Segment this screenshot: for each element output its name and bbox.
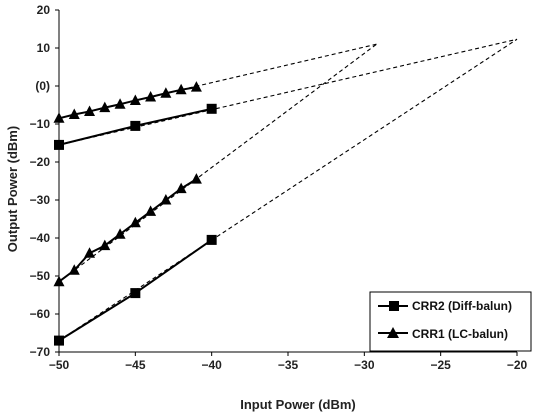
y-tick-label: 20 [37, 3, 51, 17]
extrapolation-line [58, 43, 377, 119]
y-tick-label: −30 [30, 193, 51, 207]
y-tick-label: −60 [30, 307, 51, 321]
data-point-triangle [145, 91, 157, 102]
legend-marker-triangle [387, 327, 399, 338]
data-point-square [130, 288, 141, 299]
x-axis-title: Input Power (dBm) [240, 397, 356, 412]
y-tick-label: 10 [37, 41, 51, 55]
data-point-triangle [84, 247, 96, 258]
data-point-triangle [160, 194, 172, 205]
x-tick-label: −30 [354, 358, 375, 372]
x-tick-label: −40 [201, 358, 222, 372]
data-point-square [206, 234, 217, 245]
data-point-triangle [84, 105, 96, 116]
legend-label-crr1: CRR1 (LC-balun) [412, 327, 508, 341]
tick-labels: −50 −45 −40 −35 −30 −25 −20 −70 −60 −50 −40 −30 −20 −… [30, 3, 528, 372]
series-line [58, 178, 197, 283]
y-tick-label: −50 [30, 269, 51, 283]
y-tick-label: (0) [35, 79, 50, 93]
data-point-square [206, 103, 217, 114]
x-tick-label: −50 [49, 358, 70, 372]
x-tick-label: −25 [430, 358, 451, 372]
y-tick-label: −40 [30, 231, 51, 245]
data-point-triangle [99, 239, 111, 251]
data-point-square [54, 335, 64, 346]
y-tick-label: −20 [30, 155, 51, 169]
data-point-triangle [53, 275, 65, 287]
x-tick-label: −35 [278, 358, 299, 372]
series-group [53, 81, 217, 346]
data-point-triangle [175, 83, 187, 95]
data-point-triangle [175, 182, 187, 194]
y-tick-label: −70 [30, 345, 51, 359]
y-axis-title: Output Power (dBm) [5, 126, 20, 252]
data-point-triangle [68, 108, 80, 119]
x-tick-label: −20 [507, 358, 528, 372]
extrapolation-line [58, 43, 377, 283]
data-point-triangle [114, 228, 126, 239]
data-point-square [130, 120, 141, 131]
y-tick-label: −10 [30, 117, 51, 131]
data-point-square [54, 139, 64, 150]
data-point-triangle [160, 87, 172, 98]
data-point-triangle [129, 216, 141, 228]
data-point-triangle [145, 205, 157, 216]
x-tick-label: −45 [125, 358, 146, 372]
series-line [58, 86, 197, 120]
data-point-triangle [68, 264, 80, 275]
data-point-triangle [99, 101, 111, 113]
axes [55, 9, 518, 356]
data-point-triangle [190, 173, 202, 184]
data-point-triangle [114, 98, 126, 109]
legend: CRR2 (Diff-balun) CRR1 (LC-balun) [369, 291, 532, 352]
legend-label-crr2: CRR2 (Diff-balun) [412, 299, 512, 313]
legend-marker-square [389, 301, 399, 311]
data-point-triangle [129, 94, 141, 105]
data-point-triangle [190, 81, 202, 92]
data-point-triangle [53, 112, 65, 123]
